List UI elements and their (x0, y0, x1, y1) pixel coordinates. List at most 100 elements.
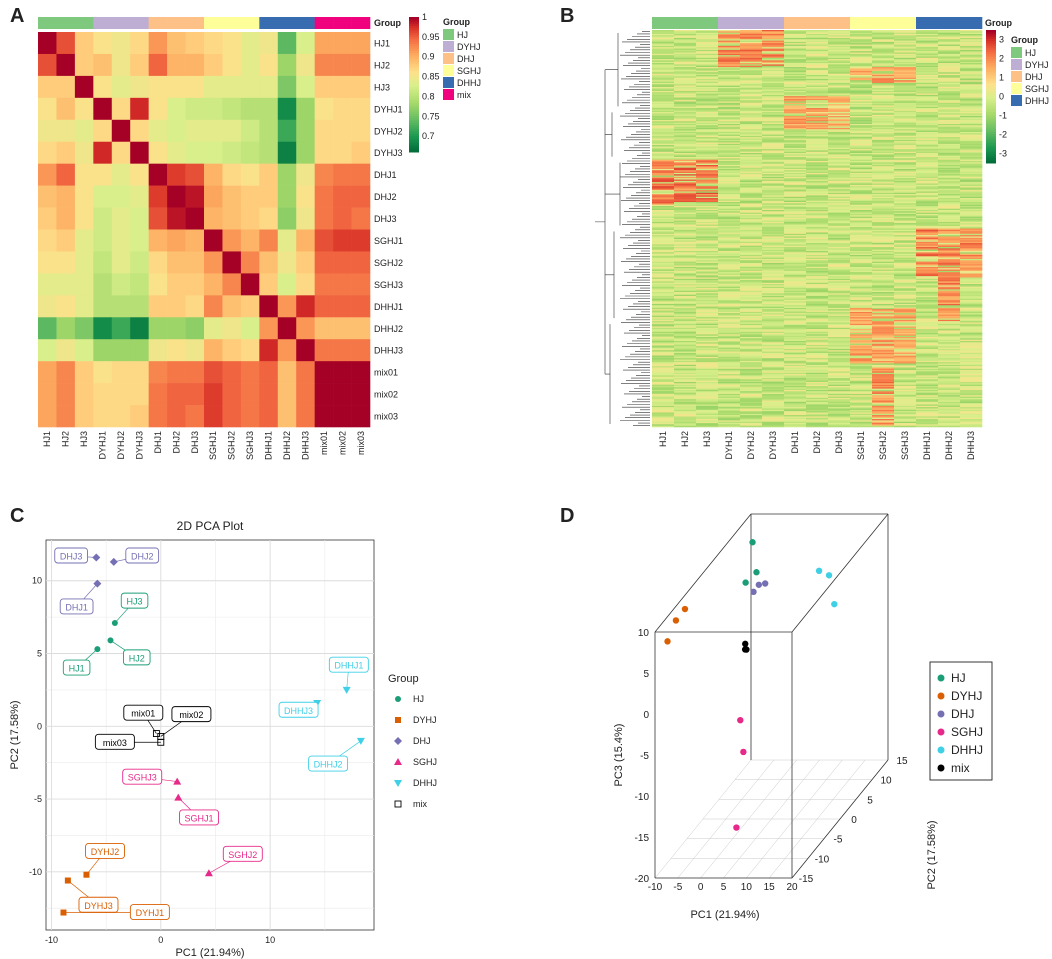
heatmap-cell (762, 143, 785, 146)
heatmap-cell (762, 184, 785, 187)
heatmap-cell (894, 175, 917, 178)
heatmap-cell (894, 249, 917, 252)
heatmap-cell (872, 48, 895, 51)
heatmap-cell (938, 60, 961, 63)
heatmap-cell (806, 253, 829, 256)
heatmap-cell (894, 399, 917, 401)
heatmap-cell (872, 102, 895, 105)
heatmap-cell (850, 257, 873, 260)
legend-swatch (443, 65, 454, 76)
heatmap-cell (696, 379, 719, 381)
heatmap-cell (652, 314, 675, 317)
heatmap-cell (718, 53, 741, 56)
heatmap-cell (806, 306, 829, 309)
heatmap-cell (718, 374, 741, 376)
heatmap-cell (652, 98, 675, 101)
heatmap-cell (894, 164, 917, 167)
heatmap-row (652, 123, 983, 126)
heatmap-cell (784, 195, 807, 198)
heatmap-cell (784, 307, 807, 310)
heatmap-cell (916, 40, 939, 43)
heatmap-cell (652, 278, 675, 281)
heatmap-cell (652, 118, 675, 121)
heatmap-cell (718, 343, 741, 346)
heatmap-cell (938, 104, 961, 106)
heatmap-cell (828, 313, 851, 315)
heatmap-cell (762, 158, 785, 160)
heatmap-cell (718, 285, 741, 288)
heatmap-cell (850, 350, 873, 352)
group-track-cell (56, 17, 76, 29)
heatmap-cell (762, 178, 785, 180)
heatmap-cell (850, 327, 873, 330)
heatmap-cell (652, 206, 675, 208)
heatmap-cell (784, 315, 807, 318)
heatmap-cell (652, 360, 675, 363)
colorbar-segment (409, 109, 419, 112)
heatmap-cell (696, 188, 719, 191)
heatmap-cell (916, 337, 939, 339)
heatmap-cell (696, 112, 719, 114)
heatmap-cell (696, 315, 719, 318)
heatmap-cell (762, 88, 785, 90)
heatmap-cell (938, 130, 961, 133)
heatmap-cell (894, 143, 917, 146)
heatmap-cell (762, 247, 785, 249)
heatmap-row (652, 240, 983, 243)
heatmap-cell (828, 55, 851, 57)
heatmap-cell (93, 185, 113, 208)
heatmap-cell (718, 368, 741, 371)
heatmap-cell (696, 338, 719, 340)
heatmap-row (652, 272, 983, 274)
heatmap-cell (806, 204, 829, 207)
heatmap-cell (806, 67, 829, 69)
heatmap-cell (850, 37, 873, 40)
heatmap-cell (56, 295, 76, 318)
heatmap-cell (916, 334, 939, 336)
heatmap-cell (916, 30, 939, 32)
heatmap-cell (784, 383, 807, 385)
heatmap-cell (296, 405, 315, 428)
heatmap-cell (828, 176, 851, 179)
heatmap-cell (762, 359, 785, 362)
heatmap-cell (674, 298, 697, 301)
heatmap-cell (916, 164, 939, 167)
heatmap-cell (740, 272, 763, 274)
heatmap-cell (740, 121, 763, 123)
heatmap-cell (784, 143, 807, 146)
heatmap-cell (740, 187, 763, 190)
heatmap-cell (850, 375, 873, 378)
heatmap-cell (938, 378, 961, 380)
heatmap-cell (674, 314, 697, 317)
heatmap-cell (806, 319, 829, 322)
heatmap-cell (894, 400, 917, 403)
heatmap-cell (872, 400, 895, 403)
heatmap-cell (718, 207, 741, 209)
heatmap-cell (916, 245, 939, 248)
heatmap-cell (674, 105, 697, 108)
heatmap-cell (894, 40, 917, 43)
heatmap-cell (938, 227, 961, 229)
heatmap-cell (696, 313, 719, 315)
heatmap-cell (850, 41, 873, 44)
heatmap-cell (850, 289, 873, 291)
heatmap-cell (938, 397, 961, 400)
heatmap-cell (762, 118, 785, 121)
heatmap-cell (204, 53, 223, 77)
heatmap-cell (938, 96, 961, 98)
heatmap-cell (960, 145, 983, 147)
heatmap-cell (850, 145, 873, 147)
heatmap-cell (828, 237, 851, 240)
heatmap-cell (916, 297, 939, 299)
heatmap-cell (696, 221, 719, 224)
heatmap-cell (894, 265, 917, 268)
heatmap-cell (960, 186, 983, 188)
heatmap-cell (894, 35, 917, 37)
heatmap-cell (784, 319, 807, 322)
heatmap-cell (828, 30, 851, 32)
heatmap-cell (784, 350, 807, 352)
heatmap-cell (111, 97, 131, 121)
heatmap-cell (762, 289, 785, 291)
colorbar-segment (409, 116, 419, 119)
heatmap-cell (828, 397, 851, 400)
